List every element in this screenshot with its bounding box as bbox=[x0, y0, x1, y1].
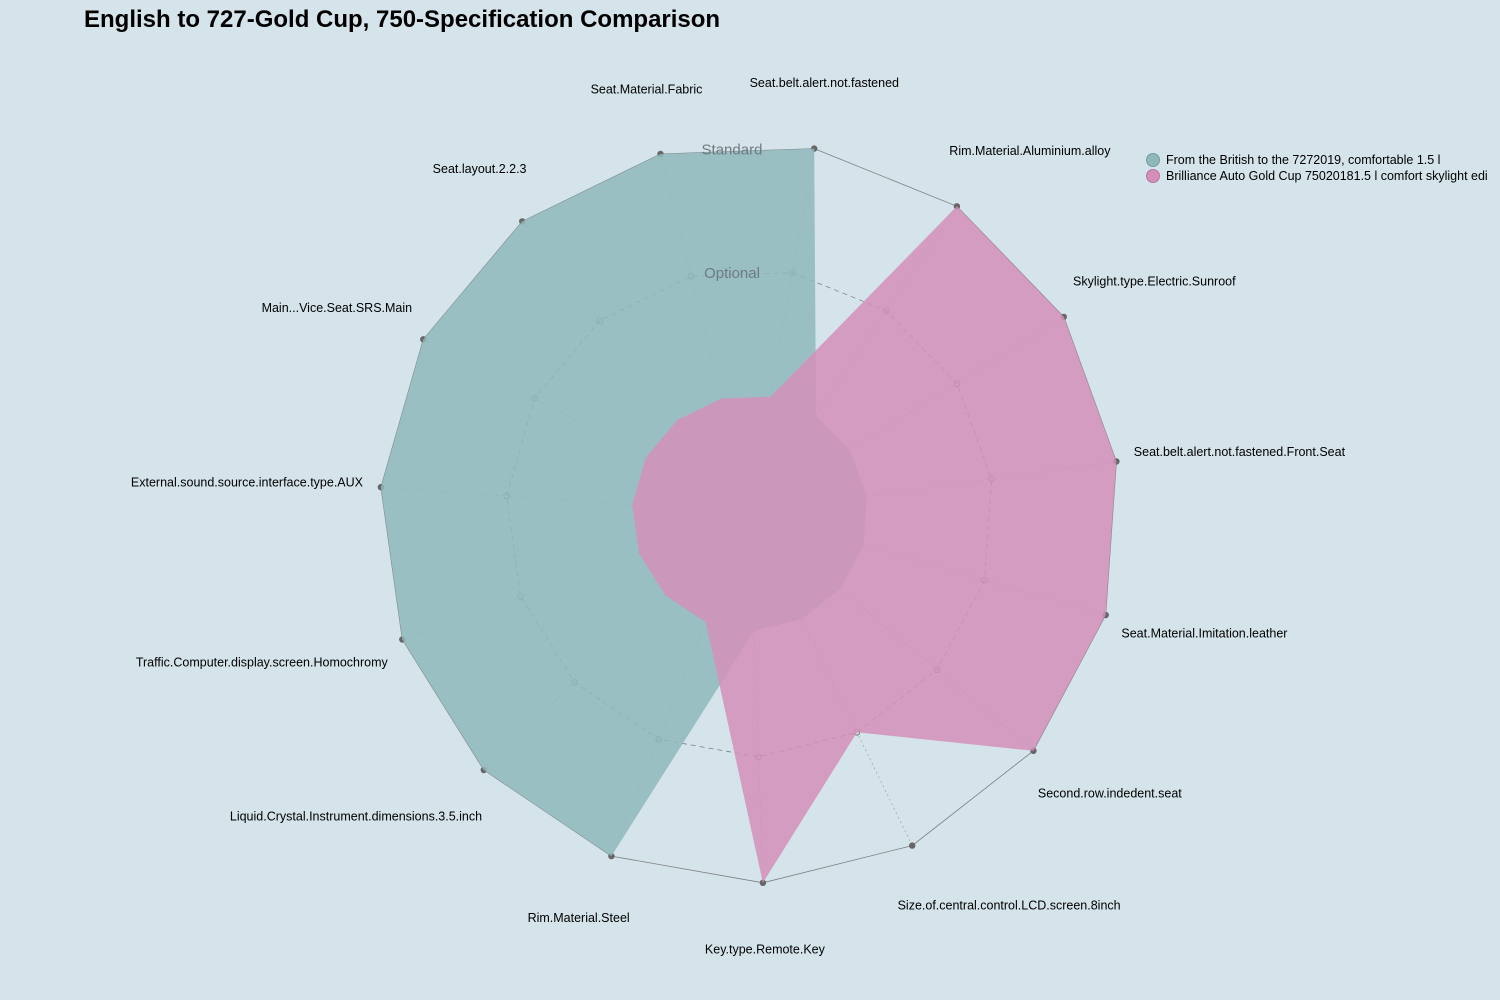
axis-label-12: External.sound.source.interface.type.AUX bbox=[131, 476, 364, 490]
legend-swatch-1 bbox=[1146, 153, 1160, 167]
axis-label-7: Size.of.central.control.LCD.screen.8inch bbox=[898, 898, 1121, 912]
radar-axis-labels: Optional Standard Seat.belt.alert.not.fast… bbox=[131, 76, 1346, 956]
grid-ring-3 bbox=[380, 148, 1117, 884]
legend-label-1: From the British to the 7272019, comfort… bbox=[1166, 153, 1441, 167]
axis-label-10: Liquid.Crystal.Instrument.dimensions.3.5… bbox=[230, 809, 482, 823]
legend-label-2: Brilliance Auto Gold Cup 75020181.5 l co… bbox=[1166, 169, 1488, 183]
standard-marker-7 bbox=[909, 842, 916, 849]
axis-label-3: Skylight.type.Electric.Sunroof bbox=[1073, 275, 1236, 289]
chart-title: English to 727-Gold Cup, 750-Specificati… bbox=[84, 6, 721, 33]
legend: From the British to the 7272019, comfort… bbox=[1146, 152, 1488, 184]
level-label-optional: Optional bbox=[704, 265, 760, 282]
axis-label-15: Seat.Material.Fabric bbox=[591, 82, 703, 96]
series-area-1 bbox=[380, 148, 867, 857]
radar-series bbox=[380, 148, 1117, 883]
series-area-2 bbox=[632, 206, 1117, 883]
axis-label-2: Rim.Material.Aluminium.alloy bbox=[949, 144, 1111, 158]
legend-swatch-2 bbox=[1146, 169, 1160, 183]
legend-item-1: From the British to the 7272019, comfort… bbox=[1146, 152, 1488, 168]
axis-label-14: Seat.layout.2.2.3 bbox=[433, 162, 527, 176]
axis-label-13: Main...Vice.Seat.SRS.Main bbox=[262, 301, 413, 315]
legend-item-2: Brilliance Auto Gold Cup 75020181.5 l co… bbox=[1146, 168, 1488, 184]
axis-label-6: Second.row.indedent.seat bbox=[1038, 787, 1182, 801]
axis-label-8: Key.type.Remote.Key bbox=[705, 942, 826, 956]
axis-label-5: Seat.Material.Imitation.leather bbox=[1121, 626, 1287, 640]
axis-label-9: Rim.Material.Steel bbox=[528, 911, 630, 925]
level-label-standard: Standard bbox=[702, 141, 763, 158]
axis-label-11: Traffic.Computer.display.screen.Homochro… bbox=[136, 655, 389, 669]
axis-label-1: Seat.belt.alert.not.fastened bbox=[750, 76, 899, 90]
axis-label-4: Seat.belt.alert.not.fastened.Front.Seat bbox=[1134, 445, 1346, 459]
